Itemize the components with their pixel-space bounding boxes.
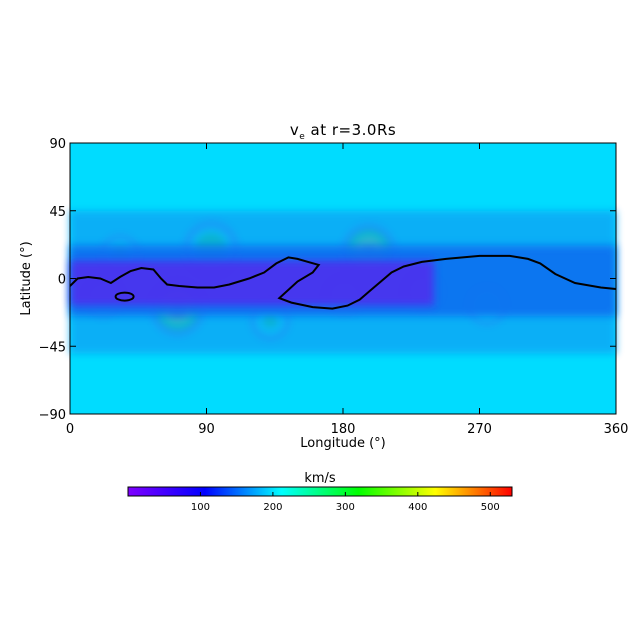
colorbar-tick-label: 300 [336,502,355,513]
chart-title: ve at r=3.0Rs [289,121,397,142]
x-tick-label: 270 [467,422,492,437]
slow-wind-band [70,260,434,306]
y-tick-label: 0 [58,273,66,288]
y-tick-label: −90 [39,408,66,423]
colorbar-tick-label: 400 [408,502,427,513]
neutral-line [70,254,616,310]
x-tick-label: 360 [604,422,629,437]
colorbar-label: km/s [304,471,336,486]
colorbar-tick-label: 500 [481,502,500,513]
x-tick-label: 180 [331,422,356,437]
colorbar-tick-label: 100 [191,502,210,513]
x-tick-label: 90 [198,422,215,437]
y-axis-label: Latitude (°) [19,241,34,315]
colorbar-tick-label: 200 [263,502,282,513]
x-axis-label: Longitude (°) [300,436,385,451]
neutral-line-loop [114,291,135,302]
colorbar [127,486,513,497]
x-tick-label: 0 [66,422,74,437]
y-tick-label: 45 [49,205,66,220]
y-tick-label: −45 [39,340,66,355]
y-tick-label: 90 [49,137,66,152]
